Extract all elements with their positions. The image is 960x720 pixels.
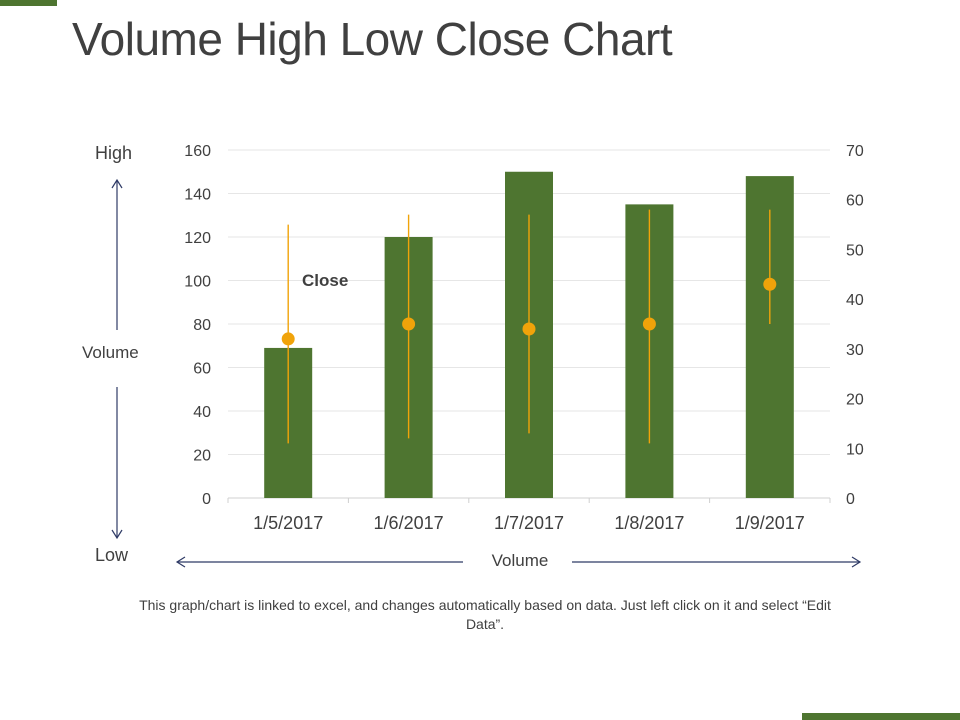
side-volume-label: Volume [82, 343, 139, 362]
top-accent-bar [0, 0, 57, 6]
left-tick-label: 160 [184, 143, 211, 160]
right-tick-label: 30 [846, 342, 864, 359]
left-tick-label: 60 [193, 361, 211, 378]
bottom-accent-bar [802, 713, 960, 720]
high-low-close-marks [281, 209, 777, 444]
left-tick-label: 20 [193, 448, 211, 465]
x-tick-label: 1/9/2017 [735, 513, 805, 533]
close-marker [763, 277, 777, 291]
x-tick-label: 1/5/2017 [253, 513, 323, 533]
close-annotation: Close [302, 271, 348, 290]
x-tick-label: 1/7/2017 [494, 513, 564, 533]
left-tick-label: 100 [184, 274, 211, 291]
left-tick-label: 0 [202, 491, 211, 508]
left-tick-label: 120 [184, 230, 211, 247]
right-tick-label: 50 [846, 242, 864, 259]
right-tick-label: 20 [846, 392, 864, 409]
x-tick-label: 1/6/2017 [374, 513, 444, 533]
right-tick-label: 70 [846, 143, 864, 160]
x-tick-label: 1/8/2017 [614, 513, 684, 533]
right-tick-label: 60 [846, 193, 864, 210]
volume-arrow [175, 556, 862, 568]
tick-labels: 0 20 40 60 80 100 120 140 160 0 10 20 30 40 50 60 70 1/5/… [184, 143, 864, 533]
high-low-arrow [111, 178, 123, 540]
low-label: Low [95, 545, 129, 565]
close-marker [402, 317, 416, 331]
right-tick-label: 40 [846, 292, 864, 309]
left-tick-label: 40 [193, 404, 211, 421]
left-tick-label: 80 [193, 317, 211, 334]
page-title: Volume High Low Close Chart [72, 13, 673, 65]
bottom-volume-label: Volume [492, 551, 549, 570]
right-tick-label: 0 [846, 491, 855, 508]
close-marker [281, 332, 295, 346]
high-label: High [95, 143, 133, 163]
close-marker [522, 322, 536, 336]
left-tick-label: 140 [184, 187, 211, 204]
right-tick-label: 10 [846, 441, 864, 458]
footnote: This graph/chart is linked to excel, and… [139, 597, 831, 632]
close-marker [642, 317, 656, 331]
volume-bars [264, 171, 794, 498]
